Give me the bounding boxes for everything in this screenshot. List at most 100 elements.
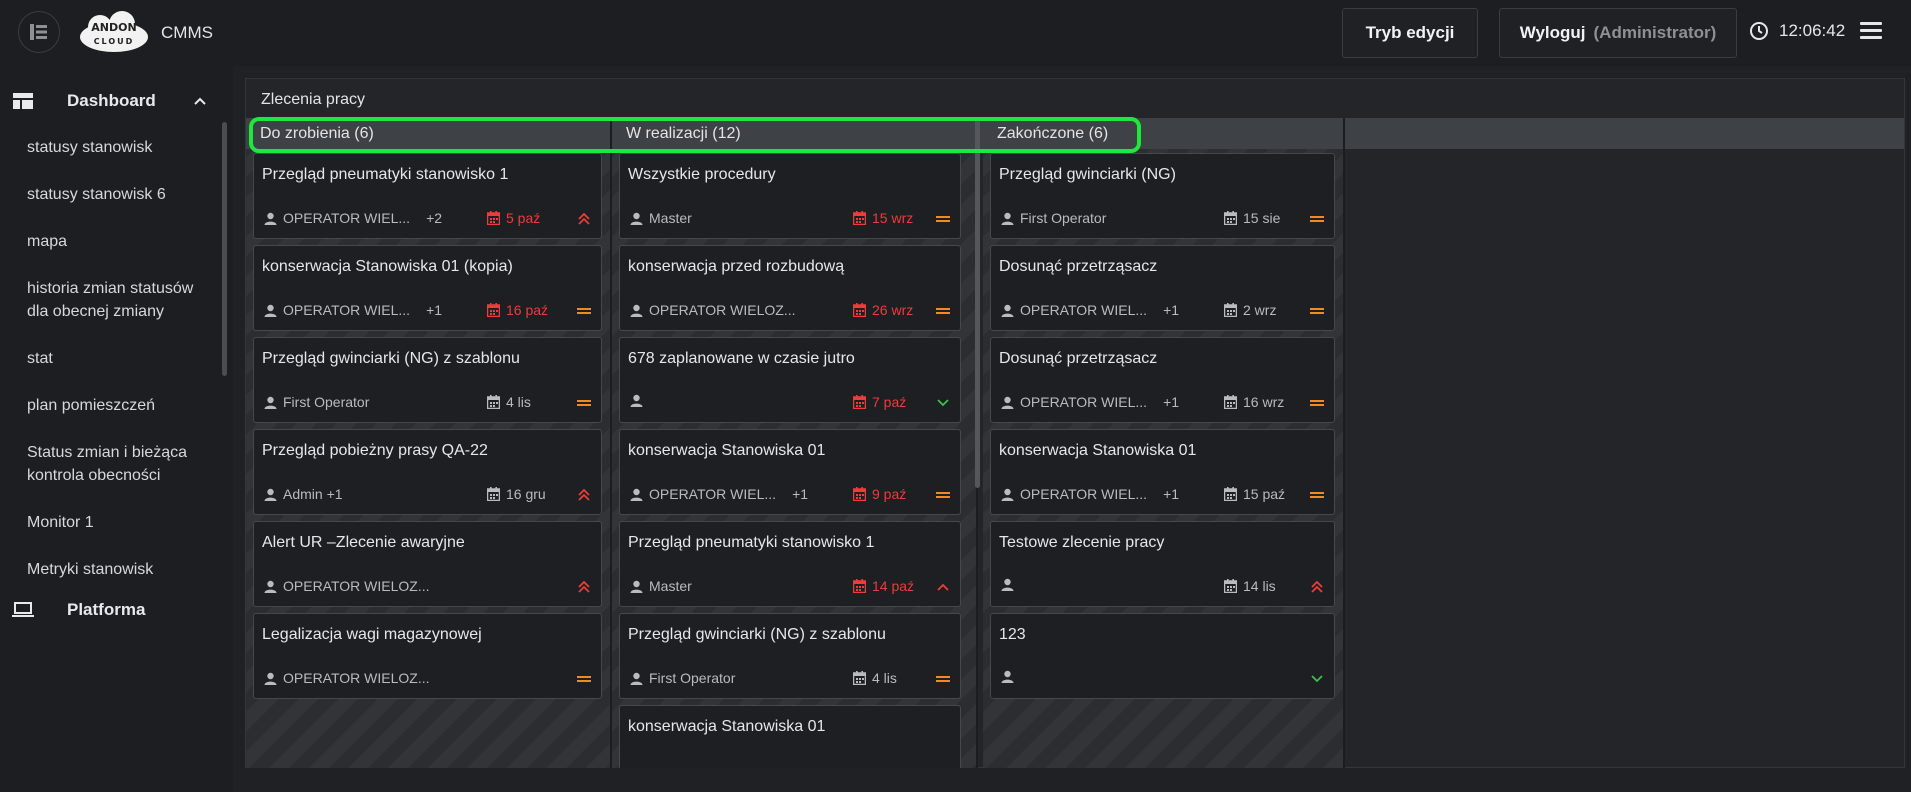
column-scrollbar[interactable] (975, 118, 980, 488)
work-order-card[interactable]: konserwacja Stanowiska 01 OPERATOR WIEL..… (619, 429, 961, 515)
sidebar-item-status-zmian[interactable]: Status zmian i bieżąca kontrola obecnośc… (27, 444, 188, 484)
card-title: konserwacja Stanowiska 01 (999, 442, 1197, 459)
card-assignee: OPERATOR WIEL... +1 (1001, 486, 1179, 502)
hamburger-menu-icon[interactable] (1860, 22, 1882, 42)
card-assignee-name: OPERATOR WIEL... (1020, 394, 1148, 410)
card-title: Przegląd pobieżny prasy QA-22 (262, 442, 488, 459)
card-title: Testowe zlecenie pracy (999, 534, 1165, 551)
card-due-date: 16 gru (487, 486, 546, 502)
card-due-date: 4 lis (853, 670, 897, 686)
logout-button[interactable]: Wyloguj (Administrator) (1499, 8, 1737, 58)
work-order-card[interactable]: Alert UR –Zlecenie awaryjne OPERATOR WIEL… (253, 521, 602, 607)
work-order-card[interactable]: konserwacja przed rozbudową OPERATOR WIEL… (619, 245, 961, 331)
card-assignee-extra: +1 (426, 302, 443, 318)
calendar-icon (1224, 211, 1237, 225)
work-order-card[interactable]: Wszystkie procedury Master 15 wrz (619, 153, 961, 239)
work-order-card[interactable]: Testowe zlecenie pracy 14 lis (990, 521, 1335, 607)
sidebar-toggle-button[interactable] (18, 11, 60, 53)
andon-cloud-logo: ANDON CLOUD (76, 11, 152, 55)
work-order-card[interactable]: Dosunąć przetrząsacz OPERATOR WIEL... +1 2 … (990, 245, 1335, 331)
sidebar-item-statusy-stanowisk[interactable]: statusy stanowisk (27, 139, 153, 156)
card-assignee-name: OPERATOR WIELOZ... (283, 670, 430, 686)
user-icon (630, 212, 643, 225)
column-body[interactable]: Wszystkie procedury Master 15 wrz konserwac… (619, 153, 961, 768)
clock: 12:06:42 (1749, 21, 1845, 41)
column-header: Do zrobienia (6) (246, 118, 610, 149)
sidebar-item-monitor-1[interactable]: Monitor 1 (27, 514, 94, 531)
work-order-card[interactable]: Przegląd pneumatyki stanowisko 1 OPERATOR… (253, 153, 602, 239)
card-title: konserwacja Stanowiska 01 (628, 718, 826, 735)
priority-medium-icon (936, 216, 950, 222)
sidebar-section-platforma[interactable]: Platforma (0, 596, 233, 624)
column-divider (610, 118, 612, 768)
sidebar-section-label: Dashboard (67, 91, 156, 110)
calendar-icon (487, 487, 500, 501)
card-assignee: First Operator (1001, 210, 1106, 226)
work-order-card[interactable]: Przegląd gwinciarki (NG) First Operator 15… (990, 153, 1335, 239)
card-due-date-text: 15 wrz (872, 210, 914, 226)
work-order-card[interactable]: 123 (990, 613, 1335, 699)
card-assignee: OPERATOR WIEL... +1 (264, 302, 442, 318)
sidebar-section-dashboard[interactable]: Dashboard (0, 87, 233, 115)
card-title: Dosunąć przetrząsacz (999, 258, 1158, 275)
card-due-date-text: 16 wrz (1243, 394, 1285, 410)
work-order-card[interactable]: konserwacja Stanowiska 01 (619, 705, 961, 768)
work-order-card[interactable]: Legalizacja wagi magazynowej OPERATOR WIE… (253, 613, 602, 699)
calendar-icon (1224, 303, 1237, 317)
card-assignee: First Operator (264, 394, 369, 410)
sidebar-item-mapa[interactable]: mapa (27, 233, 68, 250)
column-body[interactable]: Przegląd gwinciarki (NG) First Operator 15… (990, 153, 1335, 768)
priority-high-icon (578, 488, 590, 501)
card-assignee-extra: +1 (792, 486, 809, 502)
calendar-icon (853, 211, 866, 225)
sidebar-item-statusy-stanowisk-6[interactable]: statusy stanowisk 6 (27, 186, 166, 203)
work-order-card[interactable]: konserwacja Stanowiska 01 OPERATOR WIEL..… (990, 429, 1335, 515)
user-icon (264, 672, 277, 685)
priority-medium-icon (577, 676, 591, 682)
sidebar-item-metryki-stanowisk[interactable]: Metryki stanowisk (27, 561, 154, 578)
card-due-date: 5 paź (487, 210, 540, 226)
card-title: Legalizacja wagi magazynowej (262, 626, 482, 643)
work-order-card[interactable]: Przegląd gwinciarki (NG) z szablonu First… (253, 337, 602, 423)
priority-high-icon (578, 212, 590, 225)
sidebar-list: statusy stanowisk statusy stanowisk 6 ma… (27, 136, 207, 605)
column-body[interactable]: Przegląd pneumatyki stanowisko 1 OPERATOR… (253, 153, 602, 768)
work-order-card[interactable]: Przegląd pneumatyki stanowisko 1 Master 14… (619, 521, 961, 607)
card-due-date: 4 lis (487, 394, 531, 410)
card-due-date-text: 15 sie (1243, 210, 1281, 226)
card-title: Dosunąć przetrząsacz (999, 350, 1158, 367)
work-order-card[interactable]: Dosunąć przetrząsacz OPERATOR WIEL... +1 16… (990, 337, 1335, 423)
card-assignee: Admin +1 (264, 486, 343, 502)
card-assignee: OPERATOR WIEL... +1 (1001, 394, 1179, 410)
card-title: Przegląd gwinciarki (NG) z szablonu (262, 350, 520, 367)
work-order-card[interactable]: Przegląd gwinciarki (NG) z szablonu First… (619, 613, 961, 699)
card-assignee: Master (630, 578, 692, 594)
user-icon (264, 212, 277, 225)
sidebar-item-stat[interactable]: stat (27, 350, 53, 367)
clock-icon (1750, 22, 1768, 40)
work-order-card[interactable]: 678 zaplanowane w czasie jutro 7 paź (619, 337, 961, 423)
calendar-icon (487, 211, 500, 225)
edit-mode-button[interactable]: Tryb edycji (1342, 8, 1478, 58)
card-assignee-name: OPERATOR WIELOZ... (283, 578, 430, 594)
card-title: 123 (999, 626, 1026, 643)
priority-up-icon (937, 583, 949, 591)
top-bar: ANDON CLOUD CMMS Tryb edycji Wyloguj (Ad… (0, 0, 1911, 66)
card-due-date-text: 14 paź (872, 578, 915, 594)
priority-medium-icon (1310, 308, 1324, 314)
user-icon (1001, 304, 1014, 317)
work-order-card[interactable]: konserwacja Stanowiska 01 (kopia) OPERATO… (253, 245, 602, 331)
card-title: 678 zaplanowane w czasie jutro (628, 350, 855, 367)
sidebar-item-plan-pomieszczen[interactable]: plan pomieszczeń (27, 397, 156, 414)
priority-medium-icon (936, 676, 950, 682)
card-due-date-text: 16 gru (506, 486, 546, 502)
work-order-card[interactable]: Przegląd pobieżny prasy QA-22 Admin +1 16 … (253, 429, 602, 515)
priority-medium-icon (1310, 400, 1324, 406)
chevron-up-icon[interactable] (193, 96, 207, 106)
user-icon (264, 488, 277, 501)
card-due-date-text: 4 lis (872, 670, 897, 686)
card-assignee (1001, 670, 1020, 683)
user-icon (630, 580, 643, 593)
sidebar-item-historia-zmian[interactable]: historia zmian statusów dla obecnej zmia… (27, 280, 194, 320)
sidebar-scrollbar[interactable] (222, 122, 227, 376)
